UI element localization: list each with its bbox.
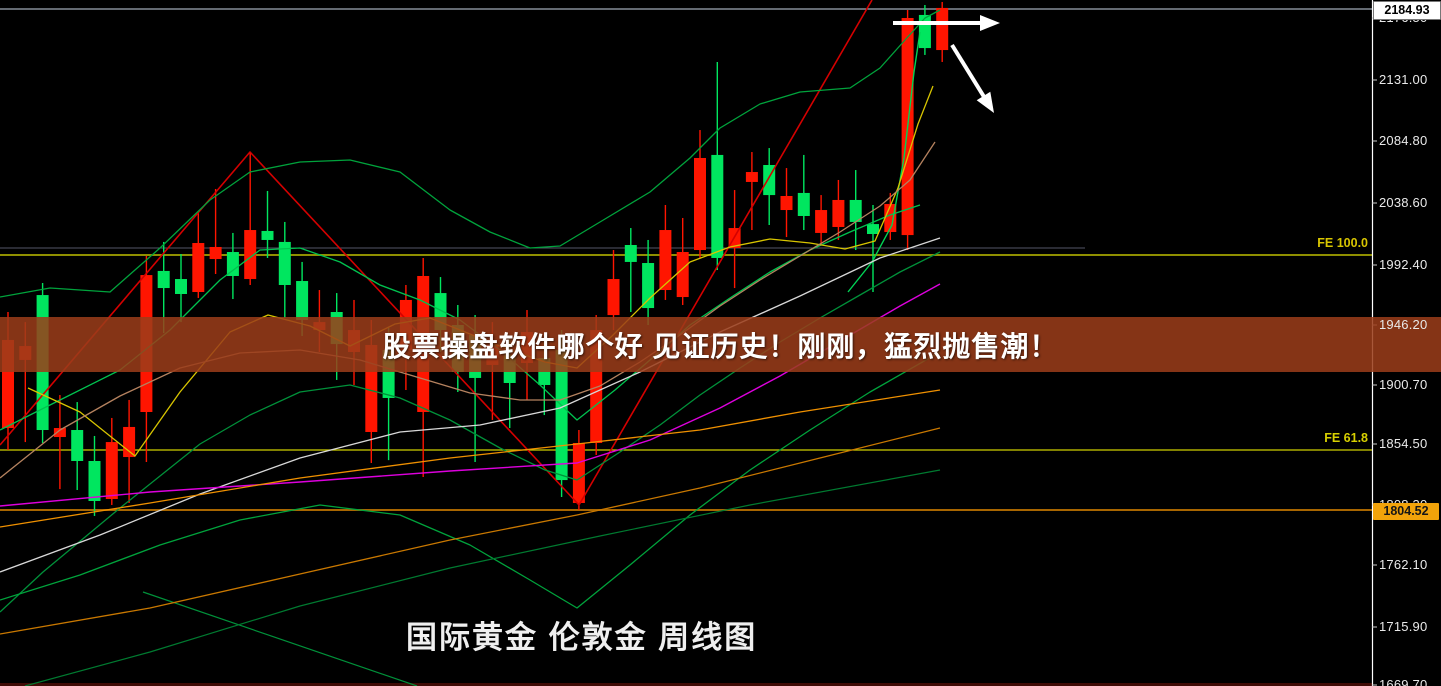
white-ma-line	[0, 237, 941, 573]
candle	[763, 148, 776, 225]
candle	[884, 192, 897, 240]
candle	[936, 1, 949, 62]
candle	[244, 152, 257, 285]
candle	[226, 232, 239, 300]
candle	[780, 168, 793, 238]
candle	[175, 254, 187, 323]
brown-ma-line	[0, 141, 936, 479]
green-diverge-line	[142, 591, 418, 686]
candle	[53, 395, 66, 490]
candle	[659, 205, 672, 300]
candle	[261, 190, 274, 258]
sideways-arrow	[893, 15, 1000, 31]
candle	[624, 228, 637, 313]
candle	[832, 179, 845, 240]
orange-ma-1-line	[0, 389, 941, 528]
candle	[71, 402, 84, 491]
candle	[849, 170, 862, 251]
candle	[694, 130, 706, 258]
candle	[867, 205, 879, 293]
orange-ma-2-line	[0, 427, 941, 635]
promo-banner: 股票操盘软件哪个好 见证历史！刚刚，猛烈抛售潮！	[0, 317, 1441, 372]
candle	[105, 417, 118, 505]
down-right-arrow	[950, 43, 994, 113]
boll-upper-line	[0, 9, 941, 298]
candle	[745, 152, 758, 231]
candle	[797, 154, 810, 231]
candle	[815, 195, 828, 245]
candle	[278, 221, 291, 318]
green-long-line	[24, 469, 941, 686]
candle	[607, 250, 620, 331]
candle	[711, 61, 724, 271]
promo-banner-text: 股票操盘软件哪个好 见证历史！刚刚，猛烈抛售潮！	[382, 330, 1059, 362]
candle	[209, 188, 222, 274]
candle	[642, 239, 655, 325]
candle	[192, 210, 205, 298]
green-steep-end-line	[847, 31, 921, 293]
candle	[728, 190, 741, 289]
chart-caption: 国际黄金 伦敦金 周线图	[406, 620, 758, 655]
candle	[676, 217, 689, 305]
candle	[918, 5, 931, 55]
boll-lower-line	[0, 351, 941, 609]
candle	[88, 435, 101, 516]
